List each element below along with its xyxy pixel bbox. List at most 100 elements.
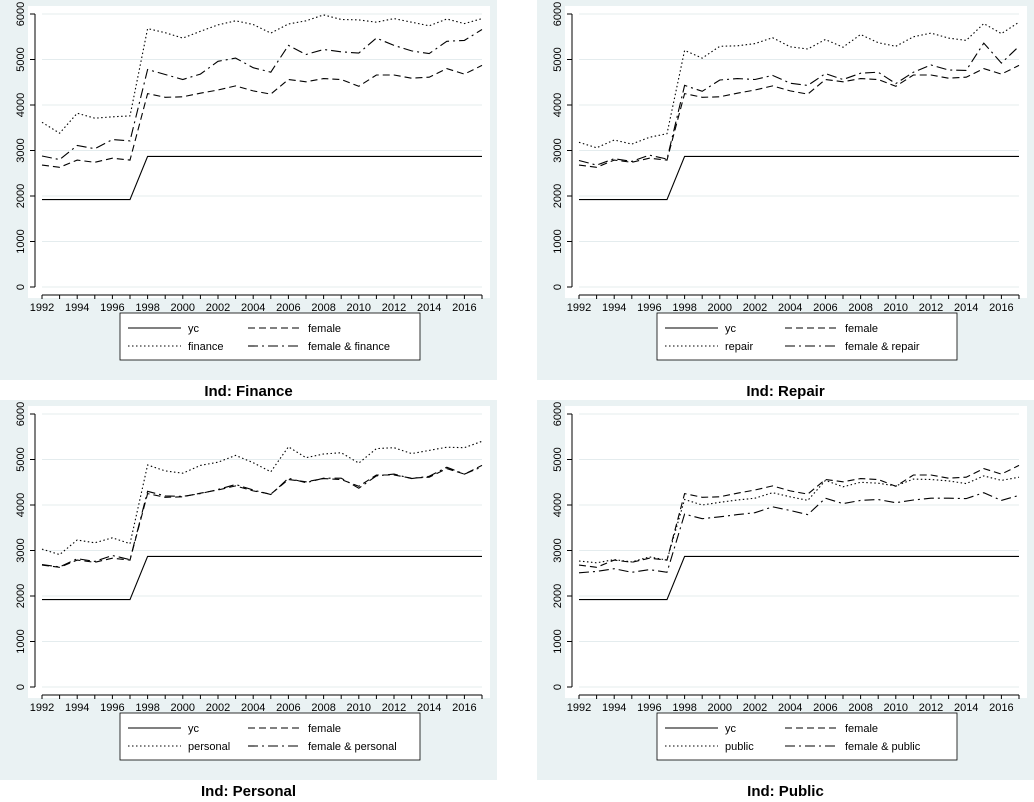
plot-area [28,6,490,298]
plot-area [565,406,1027,698]
y-tick-label: 3000 [15,138,27,162]
y-tick-label: 0 [15,284,27,290]
x-tick-label: 2004 [778,702,802,714]
legend-label: yc [725,323,737,335]
x-tick-label: 1994 [602,702,626,714]
chart-public: 0 1000 2000 3000 4000 5000 6000 1992 1994 1996 199… [537,400,1034,780]
legend-label: female [308,323,341,335]
y-tick-label: 4000 [15,93,27,117]
x-tick-label: 1996 [100,702,124,714]
y-tick-label: 0 [552,684,564,690]
chart-personal: 0 1000 2000 3000 4000 5000 6000 1992 1994 1996 199… [0,400,497,780]
x-tick-label: 2012 [382,702,406,714]
panel-title: Ind: Finance [204,383,293,400]
y-tick-label: 6000 [552,402,564,426]
y-tick-label: 3000 [552,538,564,562]
y-tick-label: 4000 [552,93,564,117]
y-tick-label: 4000 [552,493,564,517]
panel-personal: 0 1000 2000 3000 4000 5000 6000 1992 1994 1996 199… [0,400,497,802]
y-tick-label: 2000 [15,184,27,208]
x-tick-label: 2016 [452,702,476,714]
y-tick-label: 5000 [15,47,27,71]
panel-repair: 0 1000 2000 3000 4000 5000 6000 1992 1994 1996 199… [537,0,1034,402]
x-tick-label: 2000 [708,702,732,714]
x-tick-label: 2016 [989,302,1013,314]
y-tick-label: 6000 [552,2,564,26]
x-tick-label: 2004 [241,702,265,714]
x-tick-label: 1996 [637,702,661,714]
x-tick-label: 2008 [848,302,872,314]
y-tick-label: 2000 [552,184,564,208]
series-line-yc [579,155,1019,201]
x-tick-label: 1996 [637,302,661,314]
y-tick-label: 5000 [15,447,27,471]
legend [656,712,958,761]
series-line-female-finance [41,29,483,161]
x-tick-label: 1998 [672,702,696,714]
legend [656,312,958,361]
legend [119,312,421,361]
x-tick-label: 1998 [135,702,159,714]
panel-title: Ind: Personal [200,783,297,800]
y-tick-label: 2000 [552,584,564,608]
series-line-yc [42,155,482,201]
x-tick-label: 2010 [347,702,371,714]
x-tick-label: 1996 [100,302,124,314]
x-tick-label: 2006 [813,302,837,314]
y-tick-label: 2000 [15,584,27,608]
series-line-yc [579,555,1019,601]
legend-label: yc [188,723,200,735]
x-tick-label: 1998 [135,302,159,314]
legend-label: female & personal [308,741,397,753]
x-tick-label: 2000 [171,302,195,314]
legend-label: repair [725,341,753,353]
x-tick-label: 2012 [382,302,406,314]
legend-label: female [845,723,878,735]
legend-label: finance [188,341,223,353]
legend-label: yc [725,723,737,735]
series-line-female [578,64,1020,168]
panel-title: Ind: Repair [746,383,825,400]
x-tick-label: 1992 [30,302,54,314]
legend-label: female & repair [845,341,920,353]
series-line-personal [41,440,483,556]
x-tick-label: 2016 [452,302,476,314]
x-tick-label: 2010 [347,302,371,314]
x-tick-label: 1994 [65,702,89,714]
x-tick-label: 2010 [884,702,908,714]
panel-title: Ind: Public [747,783,824,800]
legend-label: female & public [845,741,921,753]
chart-repair: 0 1000 2000 3000 4000 5000 6000 1992 1994 1996 199… [537,0,1034,380]
x-tick-label: 2006 [276,302,300,314]
x-tick-label: 2002 [743,702,767,714]
x-tick-label: 1992 [567,302,591,314]
panel-public: 0 1000 2000 3000 4000 5000 6000 1992 1994 1996 199… [537,400,1034,802]
x-tick-label: 2006 [276,702,300,714]
x-tick-label: 1992 [30,702,54,714]
x-tick-label: 2012 [919,702,943,714]
y-tick-label: 5000 [552,47,564,71]
legend-label: personal [188,741,230,753]
x-tick-label: 2010 [884,302,908,314]
y-tick-label: 0 [15,684,27,690]
x-tick-label: 2004 [241,302,265,314]
x-tick-label: 1994 [65,302,89,314]
series-line-female [41,64,483,168]
x-tick-label: 2008 [311,302,335,314]
x-tick-label: 2008 [848,702,872,714]
legend-label: female [845,323,878,335]
x-tick-label: 2016 [989,702,1013,714]
x-tick-label: 1992 [567,702,591,714]
legend-label: public [725,741,754,753]
legend [119,712,421,761]
x-tick-label: 2008 [311,702,335,714]
y-tick-label: 6000 [15,402,27,426]
y-tick-label: 6000 [15,2,27,26]
plot-area [565,6,1027,298]
x-tick-label: 2000 [171,702,195,714]
x-tick-label: 2002 [206,702,230,714]
y-tick-label: 1000 [15,229,27,253]
series-line-female-repair [578,42,1020,166]
legend-label: female & finance [308,341,390,353]
x-tick-label: 1998 [672,302,696,314]
